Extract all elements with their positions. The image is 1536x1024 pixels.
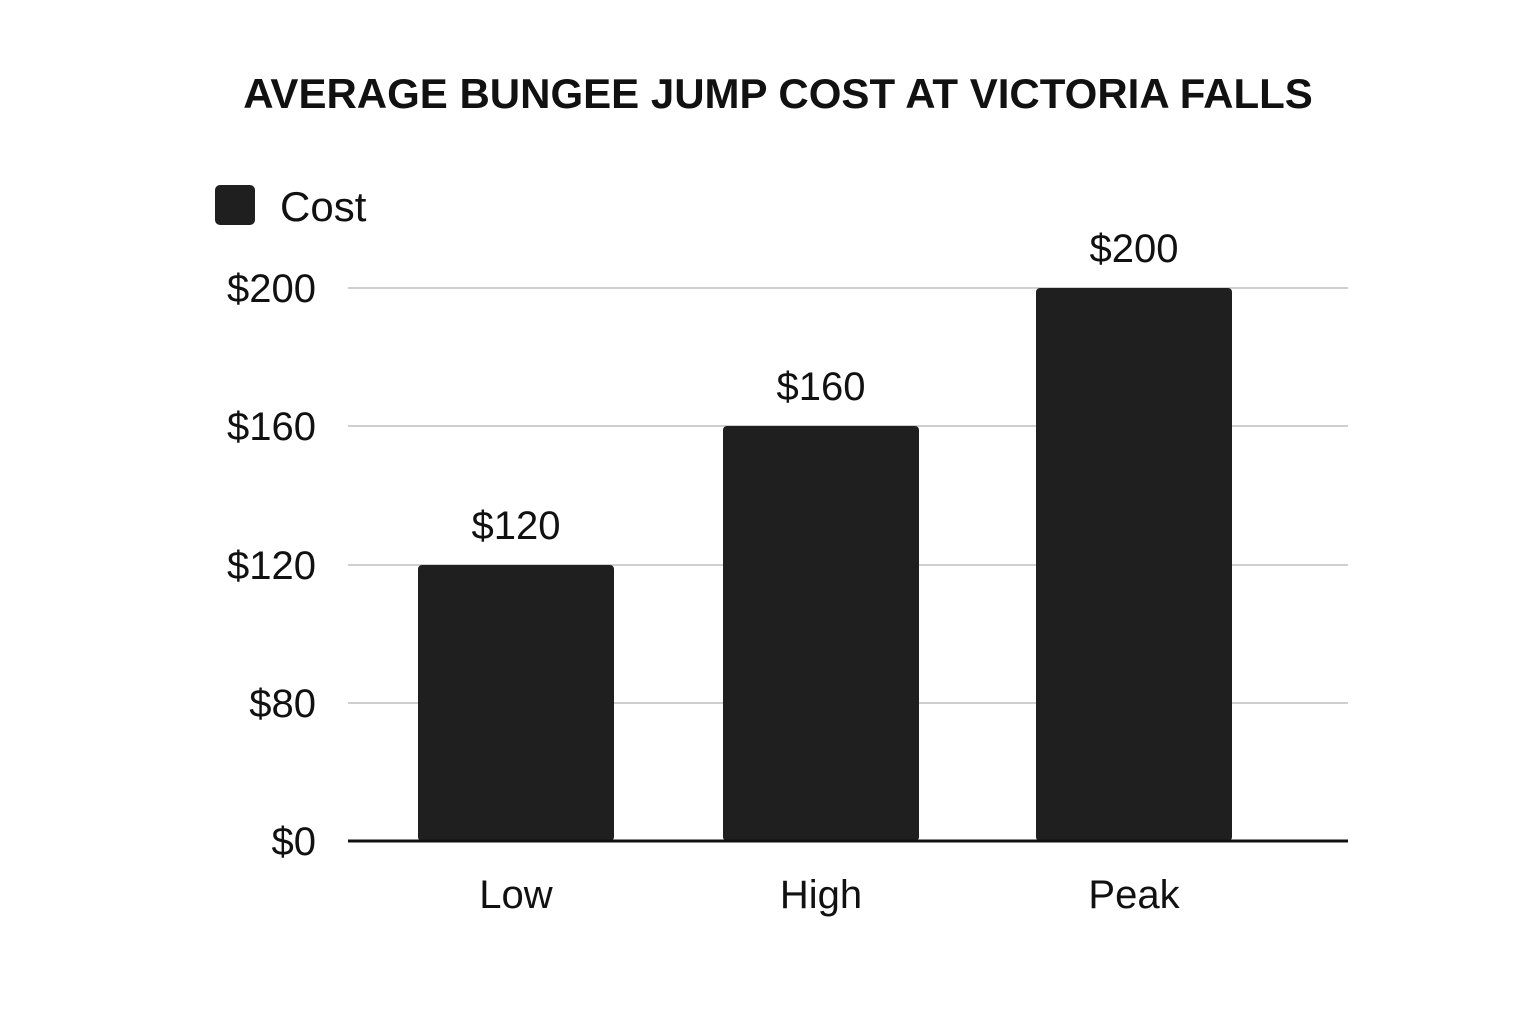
x-category-label: Low [479, 873, 552, 917]
x-category-label: Peak [1088, 873, 1180, 917]
bar-low [418, 565, 614, 841]
data-labels: $120 $160 $200 [472, 227, 1179, 548]
y-tick-label: $120 [227, 544, 316, 588]
x-category-label: High [780, 873, 862, 917]
y-tick-label: $160 [227, 405, 316, 449]
legend-label: Cost [280, 183, 367, 230]
legend: Cost [215, 183, 367, 230]
y-axis-ticks: $0 $80 $120 $160 $200 [227, 267, 316, 864]
bar-high [723, 426, 919, 841]
bars [418, 288, 1232, 841]
data-label-peak: $200 [1090, 227, 1179, 271]
y-tick-label: $200 [227, 267, 316, 311]
chart-title: AVERAGE BUNGEE JUMP COST AT VICTORIA FAL… [243, 70, 1313, 117]
x-axis-categories: Low High Peak [479, 873, 1180, 917]
bar-peak [1036, 288, 1232, 841]
y-tick-label: $0 [272, 820, 317, 864]
y-tick-label: $80 [249, 682, 316, 726]
legend-swatch [215, 185, 255, 225]
data-label-high: $160 [777, 365, 866, 409]
data-label-low: $120 [472, 504, 561, 548]
